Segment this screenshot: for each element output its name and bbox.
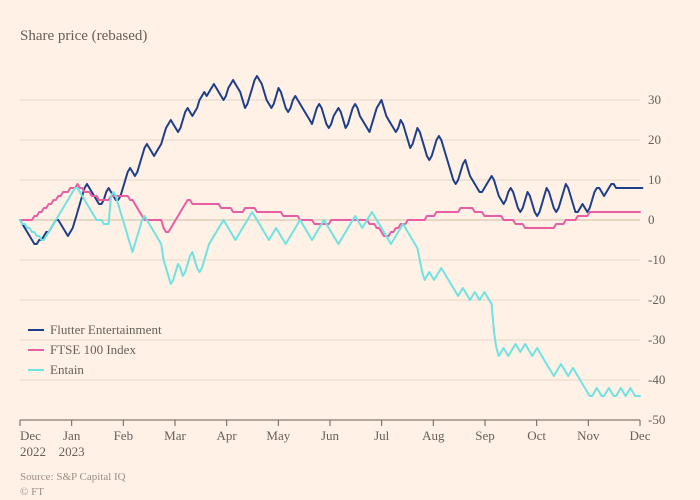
legend-item: Entain xyxy=(28,360,162,380)
copyright-text: © FT xyxy=(20,485,126,500)
share-price-chart: { "subtitle": "Share price (rebased)", "… xyxy=(0,0,700,500)
svg-text:Aug: Aug xyxy=(422,428,445,443)
legend-label: Flutter Entertainment xyxy=(50,322,162,338)
legend-swatch xyxy=(28,329,44,331)
series-line xyxy=(20,76,642,244)
svg-text:-30: -30 xyxy=(648,332,665,347)
legend: Flutter Entertainment FTSE 100 Index Entai… xyxy=(28,320,162,380)
svg-text:Jul: Jul xyxy=(374,428,390,443)
svg-text:Mar: Mar xyxy=(164,428,186,443)
legend-label: FTSE 100 Index xyxy=(50,342,136,358)
svg-text:2023: 2023 xyxy=(59,444,85,459)
legend-swatch xyxy=(28,369,44,371)
svg-text:Jun: Jun xyxy=(321,428,340,443)
legend-item: Flutter Entertainment xyxy=(28,320,162,340)
svg-text:10: 10 xyxy=(648,172,661,187)
svg-text:May: May xyxy=(266,428,290,443)
svg-text:Nov: Nov xyxy=(577,428,600,443)
svg-text:20: 20 xyxy=(648,132,661,147)
svg-text:-20: -20 xyxy=(648,292,665,307)
legend-swatch xyxy=(28,349,44,351)
svg-text:Apr: Apr xyxy=(217,428,238,443)
line-chart-svg: -50-40-30-20-100102030Dec2022Jan2023FebM… xyxy=(0,0,700,500)
legend-item: FTSE 100 Index xyxy=(28,340,162,360)
svg-text:Sep: Sep xyxy=(475,428,495,443)
source-text: Source: S&P Capital IQ xyxy=(20,470,126,485)
legend-label: Entain xyxy=(50,362,84,378)
svg-text:Dec: Dec xyxy=(630,428,651,443)
svg-text:Jan: Jan xyxy=(63,428,81,443)
svg-text:-50: -50 xyxy=(648,412,665,427)
chart-footer: Source: S&P Capital IQ © FT xyxy=(20,470,126,500)
svg-text:Feb: Feb xyxy=(114,428,134,443)
svg-text:Oct: Oct xyxy=(527,428,546,443)
svg-text:2022: 2022 xyxy=(20,444,46,459)
svg-text:Dec: Dec xyxy=(20,428,41,443)
svg-text:30: 30 xyxy=(648,92,661,107)
svg-text:-40: -40 xyxy=(648,372,665,387)
svg-text:0: 0 xyxy=(648,212,655,227)
svg-text:-10: -10 xyxy=(648,252,665,267)
